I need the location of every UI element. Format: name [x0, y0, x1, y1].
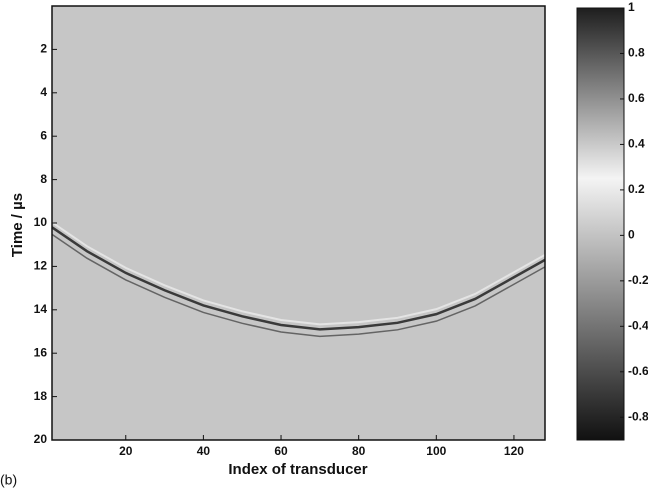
colorbar-tick-label: -0.2 [628, 273, 648, 287]
colorbar-tick-label: 0.4 [628, 137, 645, 151]
wavefront-echo [51, 221, 546, 326]
colorbar-tick-label: 0.6 [628, 91, 645, 105]
x-tick-label: 20 [119, 444, 133, 458]
colorbar-tick-label: 0.8 [628, 46, 645, 60]
x-tick-label: 80 [352, 444, 366, 458]
y-tick-label: 2 [40, 42, 47, 56]
y-axis-label: Time / µs [9, 193, 26, 257]
wavefront [51, 226, 546, 331]
x-tick-label: 120 [504, 444, 524, 458]
heatmap-field [52, 6, 545, 440]
colorbar-tick-label: -0.4 [628, 318, 648, 332]
y-tick-label: 6 [40, 128, 47, 142]
x-tick-label: 40 [197, 444, 211, 458]
y-tick-label: 4 [40, 85, 47, 99]
y-tick-label: 10 [34, 215, 48, 229]
y-tick-label: 16 [34, 345, 48, 359]
colorbar-tick-label: 0 [628, 228, 635, 242]
x-tick-label: 60 [274, 444, 288, 458]
y-tick-label: 14 [34, 302, 48, 316]
colorbar-tick-label: 0.2 [628, 182, 645, 196]
colorbar-tick-label: -0.8 [628, 409, 648, 423]
y-tick-label: 18 [34, 389, 48, 403]
x-tick-label: 100 [426, 444, 446, 458]
colorbar-tick-label: -0.6 [628, 364, 648, 378]
y-tick-label: 20 [34, 432, 48, 446]
wavefront-echo [51, 233, 546, 338]
y-tick-label: 12 [34, 259, 48, 273]
colorbar-tick-label: 1 [628, 0, 635, 14]
y-tick-label: 8 [40, 172, 47, 186]
colorbar [576, 7, 625, 441]
panel-label: (b) [0, 472, 17, 488]
x-axis-label: Index of transducer [228, 461, 367, 478]
